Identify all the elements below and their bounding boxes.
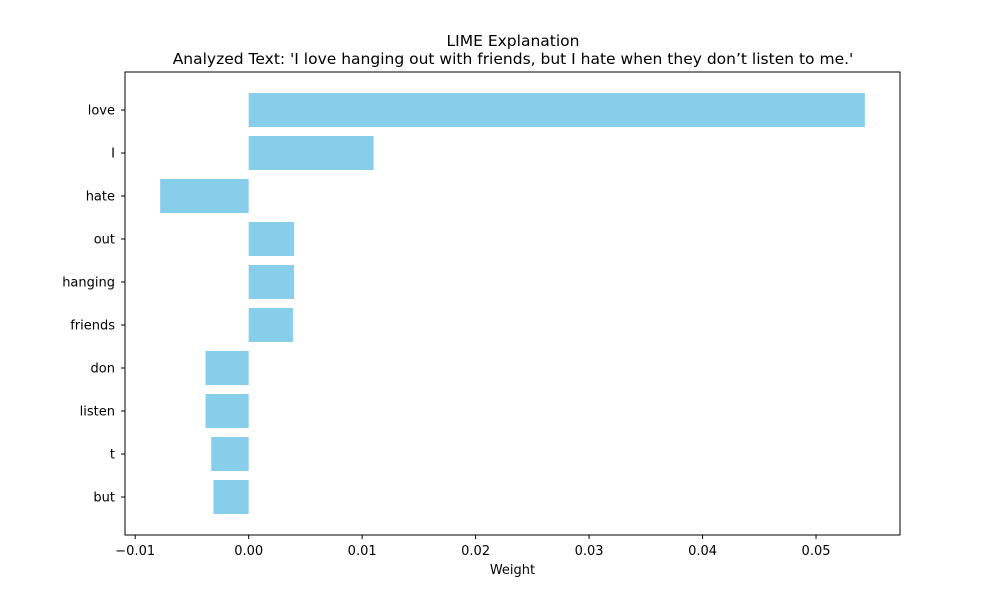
- y-tick-label: out: [94, 233, 115, 248]
- x-tick-label: 0.02: [461, 544, 490, 559]
- x-tick-label: −0.01: [115, 544, 155, 559]
- y-tick-label: don: [91, 362, 115, 377]
- bar-love: [248, 93, 865, 127]
- bar-out: [248, 222, 295, 256]
- bar-but: [213, 480, 249, 514]
- x-tick-label: 0.01: [348, 544, 377, 559]
- x-axis-ticks: −0.01 0.00 0.01 0.02 0.03 0.04 0.05: [115, 535, 831, 559]
- y-tick-label: hate: [86, 190, 115, 205]
- chart-subtitle: Analyzed Text: 'I love hanging out with …: [173, 50, 854, 68]
- chart-title: LIME Explanation: [447, 32, 580, 50]
- bar-don: [205, 351, 249, 385]
- x-tick-label: 0.03: [575, 544, 604, 559]
- x-tick-label: 0.00: [234, 544, 263, 559]
- x-tick-label: 0.04: [688, 544, 717, 559]
- bar-friends: [248, 308, 293, 342]
- y-tick-label: I: [111, 147, 115, 162]
- plot-area-frame: [124, 71, 901, 536]
- y-tick-label: love: [88, 104, 115, 119]
- y-tick-label: listen: [80, 405, 115, 420]
- y-tick-label: hanging: [62, 276, 115, 291]
- y-tick-label: but: [93, 491, 115, 506]
- bar-listen: [205, 394, 249, 428]
- bar-hate: [160, 179, 249, 213]
- bars-layer: [160, 93, 865, 514]
- y-tick-label: friends: [70, 319, 115, 334]
- bar-I: [248, 136, 374, 170]
- bar-hanging: [248, 265, 295, 299]
- bar-t: [211, 437, 249, 471]
- y-tick-label: t: [110, 448, 115, 463]
- x-axis-label: Weight: [490, 563, 535, 578]
- x-tick-label: 0.05: [802, 544, 831, 559]
